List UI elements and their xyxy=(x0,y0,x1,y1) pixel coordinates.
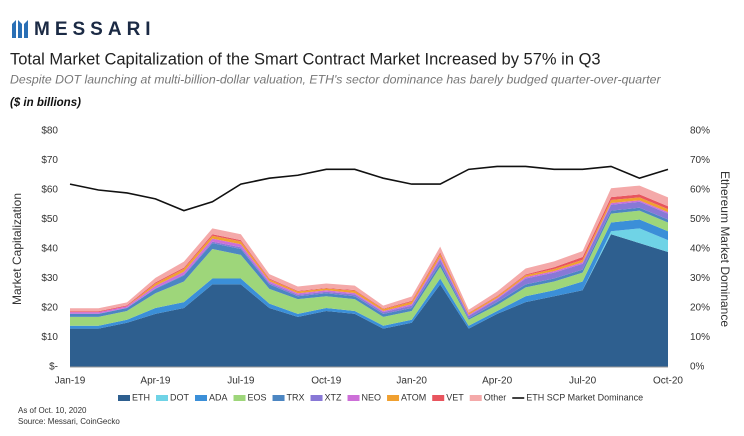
legend-swatch xyxy=(469,395,482,401)
logo-mark xyxy=(12,20,28,38)
y-tick-label: $50 xyxy=(41,214,58,225)
dominance-line xyxy=(69,165,669,212)
legend-label: TRX xyxy=(287,392,305,402)
legend-label: XTZ xyxy=(325,392,343,402)
y2-tick-label: 40% xyxy=(690,244,710,255)
legend-swatch xyxy=(432,395,445,401)
y-tick-label: $- xyxy=(49,362,58,373)
y-axis-label: Market Capitalization xyxy=(10,193,24,305)
area xyxy=(70,207,668,320)
area xyxy=(70,219,668,329)
chart-subtitle: Despite DOT launching at multi-billion-d… xyxy=(10,72,661,86)
legend-swatch xyxy=(272,395,285,401)
y2-axis-label: Ethereum Market Dominance xyxy=(718,171,732,327)
x-tick-label: Oct-19 xyxy=(311,376,341,387)
area xyxy=(70,210,668,326)
y2-tick-label: 70% xyxy=(690,155,710,166)
legend-swatch xyxy=(195,395,207,401)
legend-label: EOS xyxy=(248,392,267,402)
y2-tick-label: 10% xyxy=(690,332,710,343)
area xyxy=(70,228,668,329)
legend-label: ETH SCP Market Dominance xyxy=(526,392,643,402)
x-tick-label: Jan-20 xyxy=(396,376,427,387)
note: As of Oct. 10, 2020 xyxy=(18,406,87,415)
y2-tick-label: 30% xyxy=(690,273,710,284)
legend-swatch xyxy=(156,395,168,401)
legend-swatch xyxy=(387,395,400,401)
legend-swatch xyxy=(118,395,130,401)
unit-label: ($ in billions) xyxy=(10,97,81,109)
area xyxy=(70,185,668,313)
x-tick-label: Jul-20 xyxy=(569,376,597,387)
area xyxy=(70,234,668,367)
y-tick-label: $20 xyxy=(41,303,58,314)
legend-label: DOT xyxy=(170,392,190,402)
legend-swatch xyxy=(347,395,360,401)
x-tick-label: Jul-19 xyxy=(227,376,255,387)
area xyxy=(70,201,668,319)
y-tick-label: $30 xyxy=(41,273,58,284)
legend-label: ADA xyxy=(209,392,228,402)
legend-label: NEO xyxy=(362,392,382,402)
legend-label: ETH xyxy=(132,392,150,402)
y2-tick-label: 0% xyxy=(690,362,705,373)
y-tick-label: $10 xyxy=(41,332,58,343)
y2-tick-label: 80% xyxy=(690,126,710,137)
x-tick-label: Apr-19 xyxy=(140,376,170,387)
y-tick-label: $80 xyxy=(41,126,58,137)
x-tick-label: Oct-20 xyxy=(653,376,683,387)
legend-label: Other xyxy=(484,392,507,402)
y-tick-label: $70 xyxy=(41,155,58,166)
y2-tick-label: 60% xyxy=(690,185,710,196)
x-tick-label: Apr-20 xyxy=(482,376,512,387)
x-tick-label: Jan-19 xyxy=(55,376,86,387)
y-tick-label: $60 xyxy=(41,185,58,196)
legend-swatch xyxy=(310,395,323,401)
legend-swatch xyxy=(233,395,246,401)
y-tick-label: $40 xyxy=(41,244,58,255)
chart-title: Total Market Capitalization of the Smart… xyxy=(10,50,601,68)
area xyxy=(70,200,668,316)
legend-label: ATOM xyxy=(401,392,426,402)
note: Source: Messari, CoinGecko xyxy=(18,417,120,426)
brand: MESSARI xyxy=(34,19,156,40)
y2-tick-label: 20% xyxy=(690,303,710,314)
legend-label: VET xyxy=(446,392,464,402)
y2-tick-label: 50% xyxy=(690,214,710,225)
